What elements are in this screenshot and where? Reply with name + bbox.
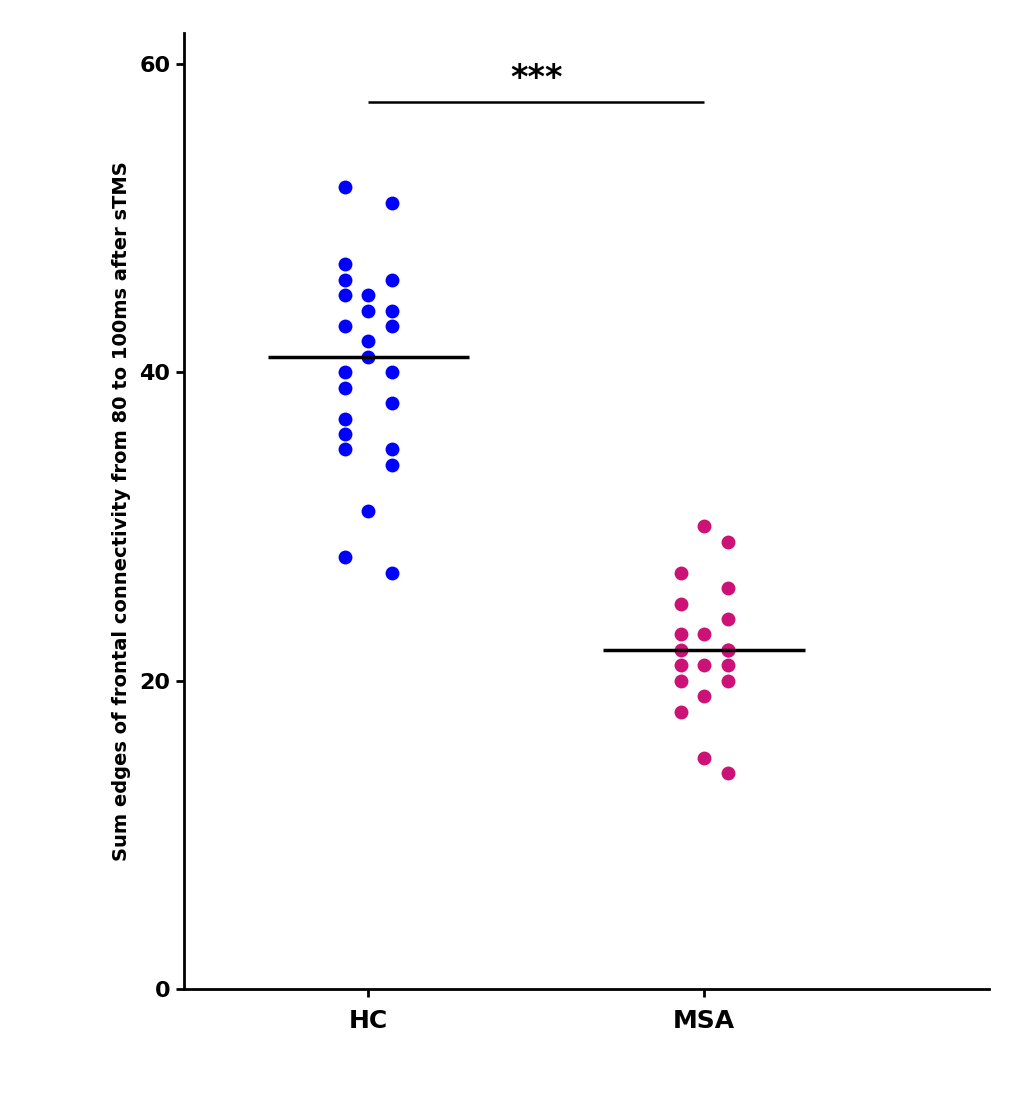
Point	[336, 548, 353, 566]
Point	[383, 318, 399, 335]
Point	[718, 641, 735, 658]
Point	[336, 425, 353, 443]
Point	[383, 302, 399, 320]
Point	[336, 318, 353, 335]
Point	[360, 502, 376, 520]
Point	[336, 379, 353, 397]
Y-axis label: Sum edges of frontal connectivity from 80 to 100ms after sTMS: Sum edges of frontal connectivity from 8…	[112, 162, 130, 861]
Point	[360, 348, 376, 366]
Point	[672, 641, 688, 658]
Point	[383, 364, 399, 381]
Point	[718, 579, 735, 597]
Point	[695, 625, 711, 643]
Point	[336, 441, 353, 458]
Point	[360, 287, 376, 304]
Point	[383, 193, 399, 211]
Point	[336, 178, 353, 196]
Point	[672, 671, 688, 689]
Point	[360, 333, 376, 351]
Point	[383, 456, 399, 474]
Point	[672, 625, 688, 643]
Point	[718, 656, 735, 674]
Point	[383, 564, 399, 581]
Point	[336, 410, 353, 428]
Point	[360, 302, 376, 320]
Point	[718, 765, 735, 782]
Point	[336, 255, 353, 273]
Point	[672, 656, 688, 674]
Point	[695, 518, 711, 535]
Point	[336, 287, 353, 304]
Point	[383, 395, 399, 412]
Point	[718, 533, 735, 551]
Point	[383, 271, 399, 289]
Point	[718, 610, 735, 628]
Point	[336, 364, 353, 381]
Text: ***: ***	[510, 62, 561, 95]
Point	[718, 641, 735, 658]
Point	[695, 656, 711, 674]
Point	[672, 702, 688, 720]
Point	[695, 750, 711, 767]
Point	[672, 564, 688, 581]
Point	[383, 441, 399, 458]
Point	[336, 271, 353, 289]
Point	[695, 687, 711, 704]
Point	[718, 671, 735, 689]
Point	[672, 595, 688, 612]
